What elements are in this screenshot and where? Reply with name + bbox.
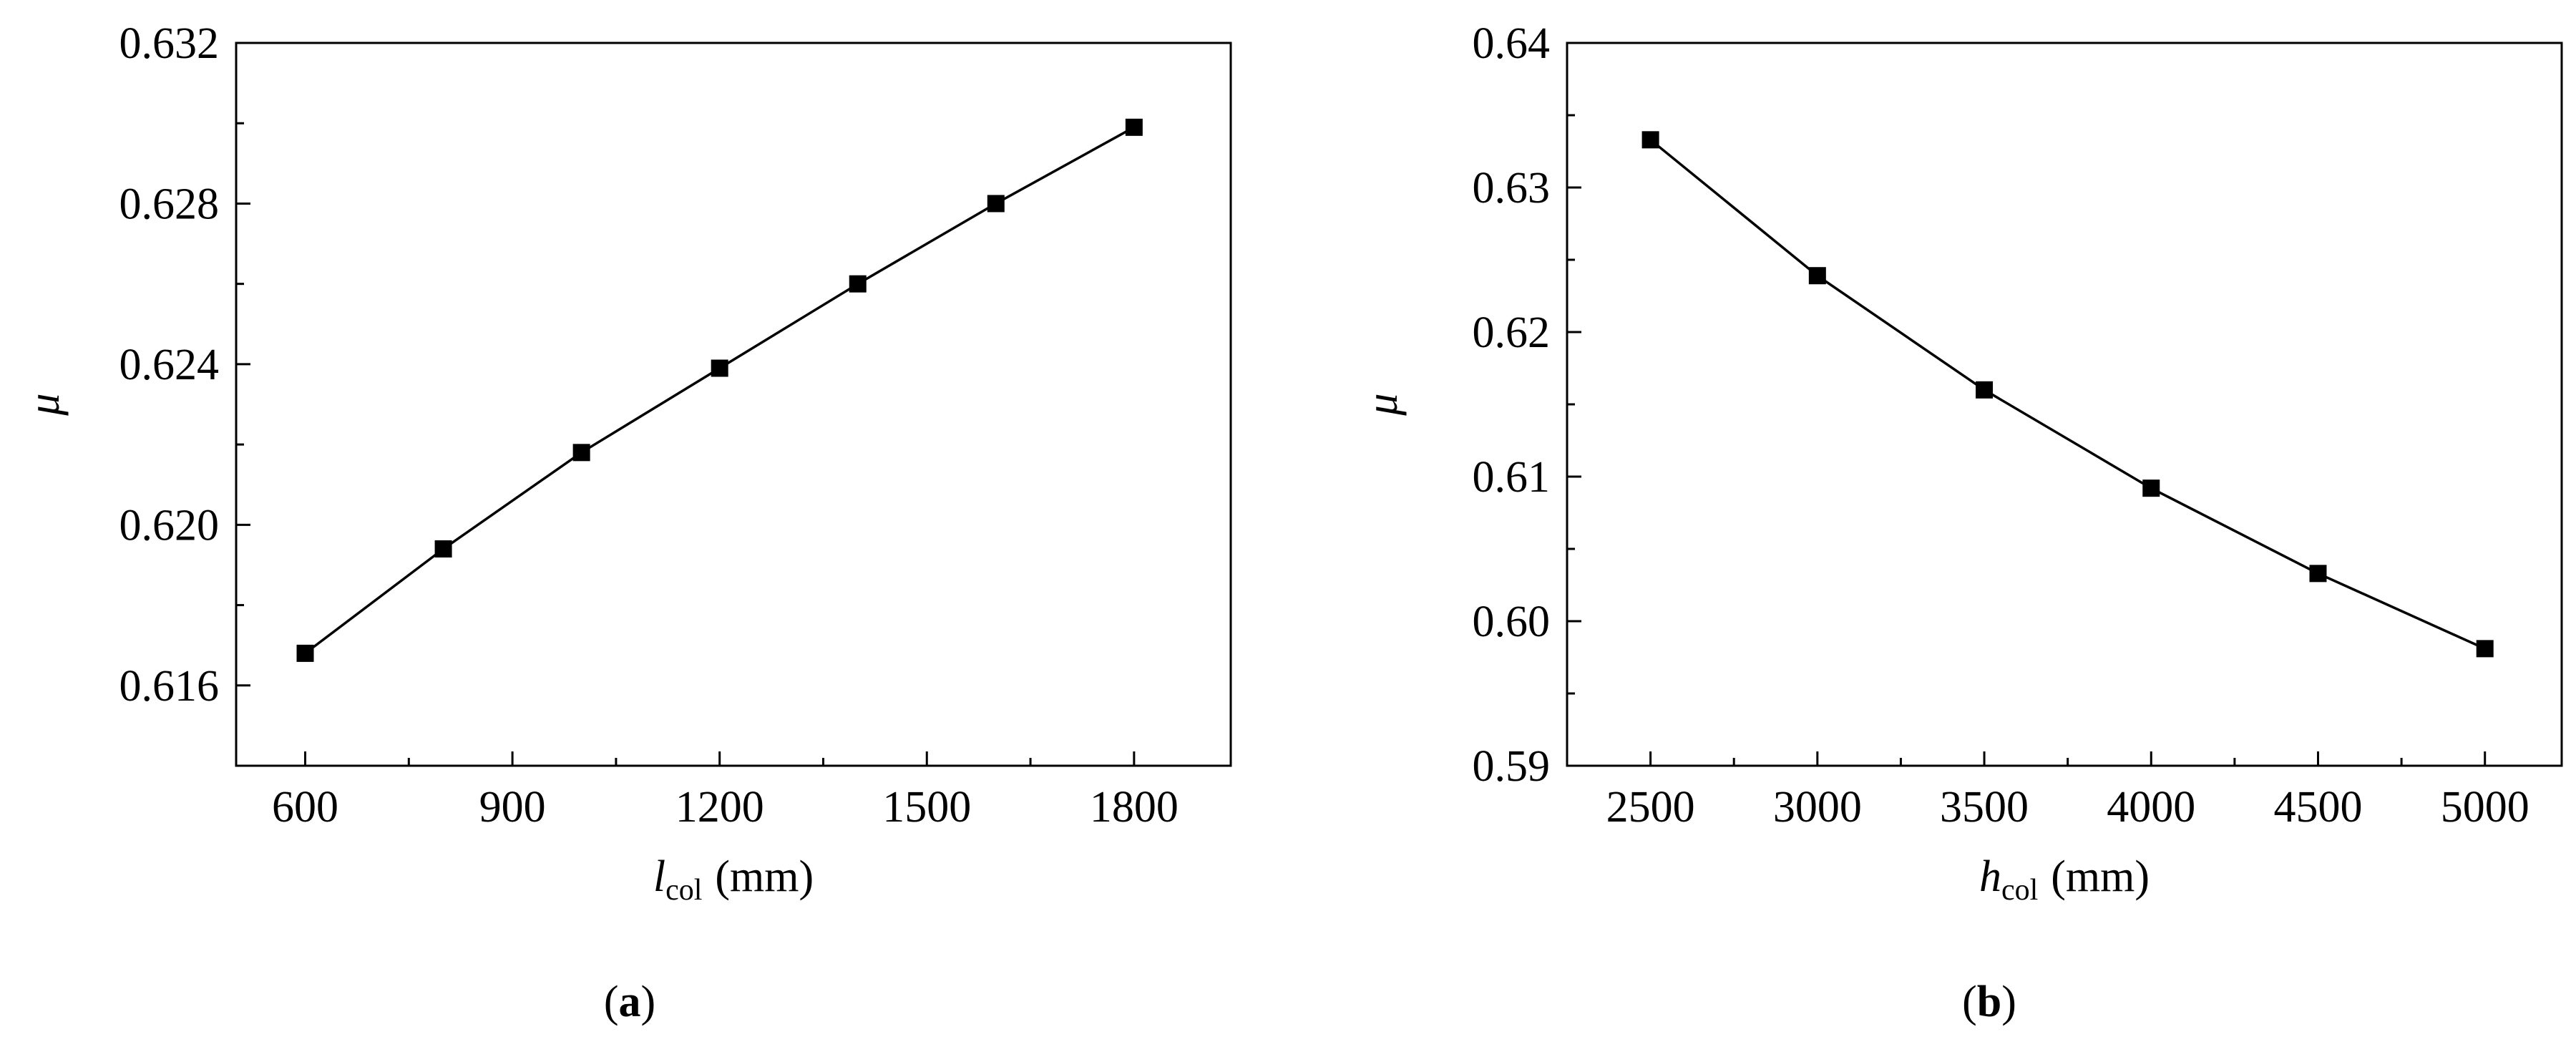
x-axis-subscript: col	[2001, 874, 2038, 907]
data-point	[711, 359, 728, 377]
data-point	[2309, 565, 2327, 583]
chart-panel-b: 2500 3000 3500 4000 4500 5000 0.59 0.60 0.61 0.6…	[1358, 19, 2563, 1026]
data-point	[1976, 381, 1994, 399]
x-tick-label: 2500	[1606, 783, 1695, 832]
data-point	[849, 275, 867, 293]
data-point	[2142, 479, 2160, 497]
data-point	[296, 644, 314, 662]
y-tick-label: 0.64	[1473, 19, 1551, 68]
x-tick-labels: 2500 3000 3500 4000 4500 5000	[1606, 783, 2529, 832]
y-tick-label: 0.620	[119, 501, 220, 550]
data-markers	[296, 118, 1143, 662]
data-point	[987, 195, 1005, 213]
data-markers	[1641, 131, 2494, 658]
x-tick-label: 1200	[675, 783, 764, 832]
y-tick-label: 0.616	[119, 662, 220, 711]
x-axis-unit: (mm)	[2051, 852, 2150, 901]
x-axis-symbol: l	[653, 852, 665, 901]
x-axis-label: hcol (mm)	[1979, 852, 2150, 907]
x-axis-label: lcol (mm)	[653, 852, 814, 907]
data-point	[1641, 131, 1659, 149]
series-line	[1649, 138, 2486, 650]
data-point	[2476, 640, 2494, 658]
data-point	[434, 540, 452, 557]
x-tick-label: 1500	[882, 783, 971, 832]
x-axis-subscript: col	[665, 874, 702, 907]
x-tick-label: 4000	[2107, 783, 2195, 832]
y-tick-label: 0.62	[1473, 308, 1551, 357]
y-tick-label: 0.632	[119, 19, 220, 68]
y-axis-label: μ	[1358, 393, 1407, 416]
y-axis-label: μ	[20, 393, 69, 416]
y-tick-label: 0.628	[119, 180, 220, 228]
y-tick-label: 0.624	[119, 341, 220, 389]
data-point	[1808, 267, 1826, 285]
x-tick-label: 3000	[1773, 783, 1862, 832]
x-tick-label: 4500	[2273, 783, 2362, 832]
x-tick-label: 5000	[2441, 783, 2529, 832]
y-tick-label: 0.60	[1473, 598, 1551, 646]
plot-frame	[235, 42, 1232, 767]
axis-ticks	[236, 42, 1136, 766]
series-line	[304, 126, 1135, 655]
y-tick-label: 0.59	[1473, 742, 1551, 791]
x-tick-label: 900	[479, 783, 546, 832]
x-tick-label: 1800	[1090, 783, 1179, 832]
y-tick-labels: 0.616 0.620 0.624 0.628 0.632	[119, 19, 220, 711]
x-tick-label: 600	[272, 783, 338, 832]
data-point	[572, 444, 590, 462]
x-axis-symbol: h	[1979, 852, 2001, 901]
chart-panel-a: 600 900 1200 1500 1800 0.6160.6200.6240.6280…	[20, 19, 1232, 1026]
panel-caption-b: (b)	[1962, 978, 2016, 1026]
x-tick-label: 3500	[1940, 783, 2029, 832]
axis-ticks	[1567, 42, 2487, 767]
y-tick-labels: 0.59 0.60 0.61 0.62 0.63 0.64	[1473, 19, 1551, 791]
data-point	[1125, 118, 1143, 136]
y-tick-label: 0.61	[1473, 453, 1551, 502]
plot-frame	[1566, 42, 2563, 767]
x-axis-unit: (mm)	[715, 852, 814, 901]
y-tick-label: 0.63	[1473, 164, 1551, 213]
x-tick-labels: 600 900 1200 1500 1800	[272, 783, 1179, 832]
panel-caption-a: (a)	[604, 978, 655, 1026]
